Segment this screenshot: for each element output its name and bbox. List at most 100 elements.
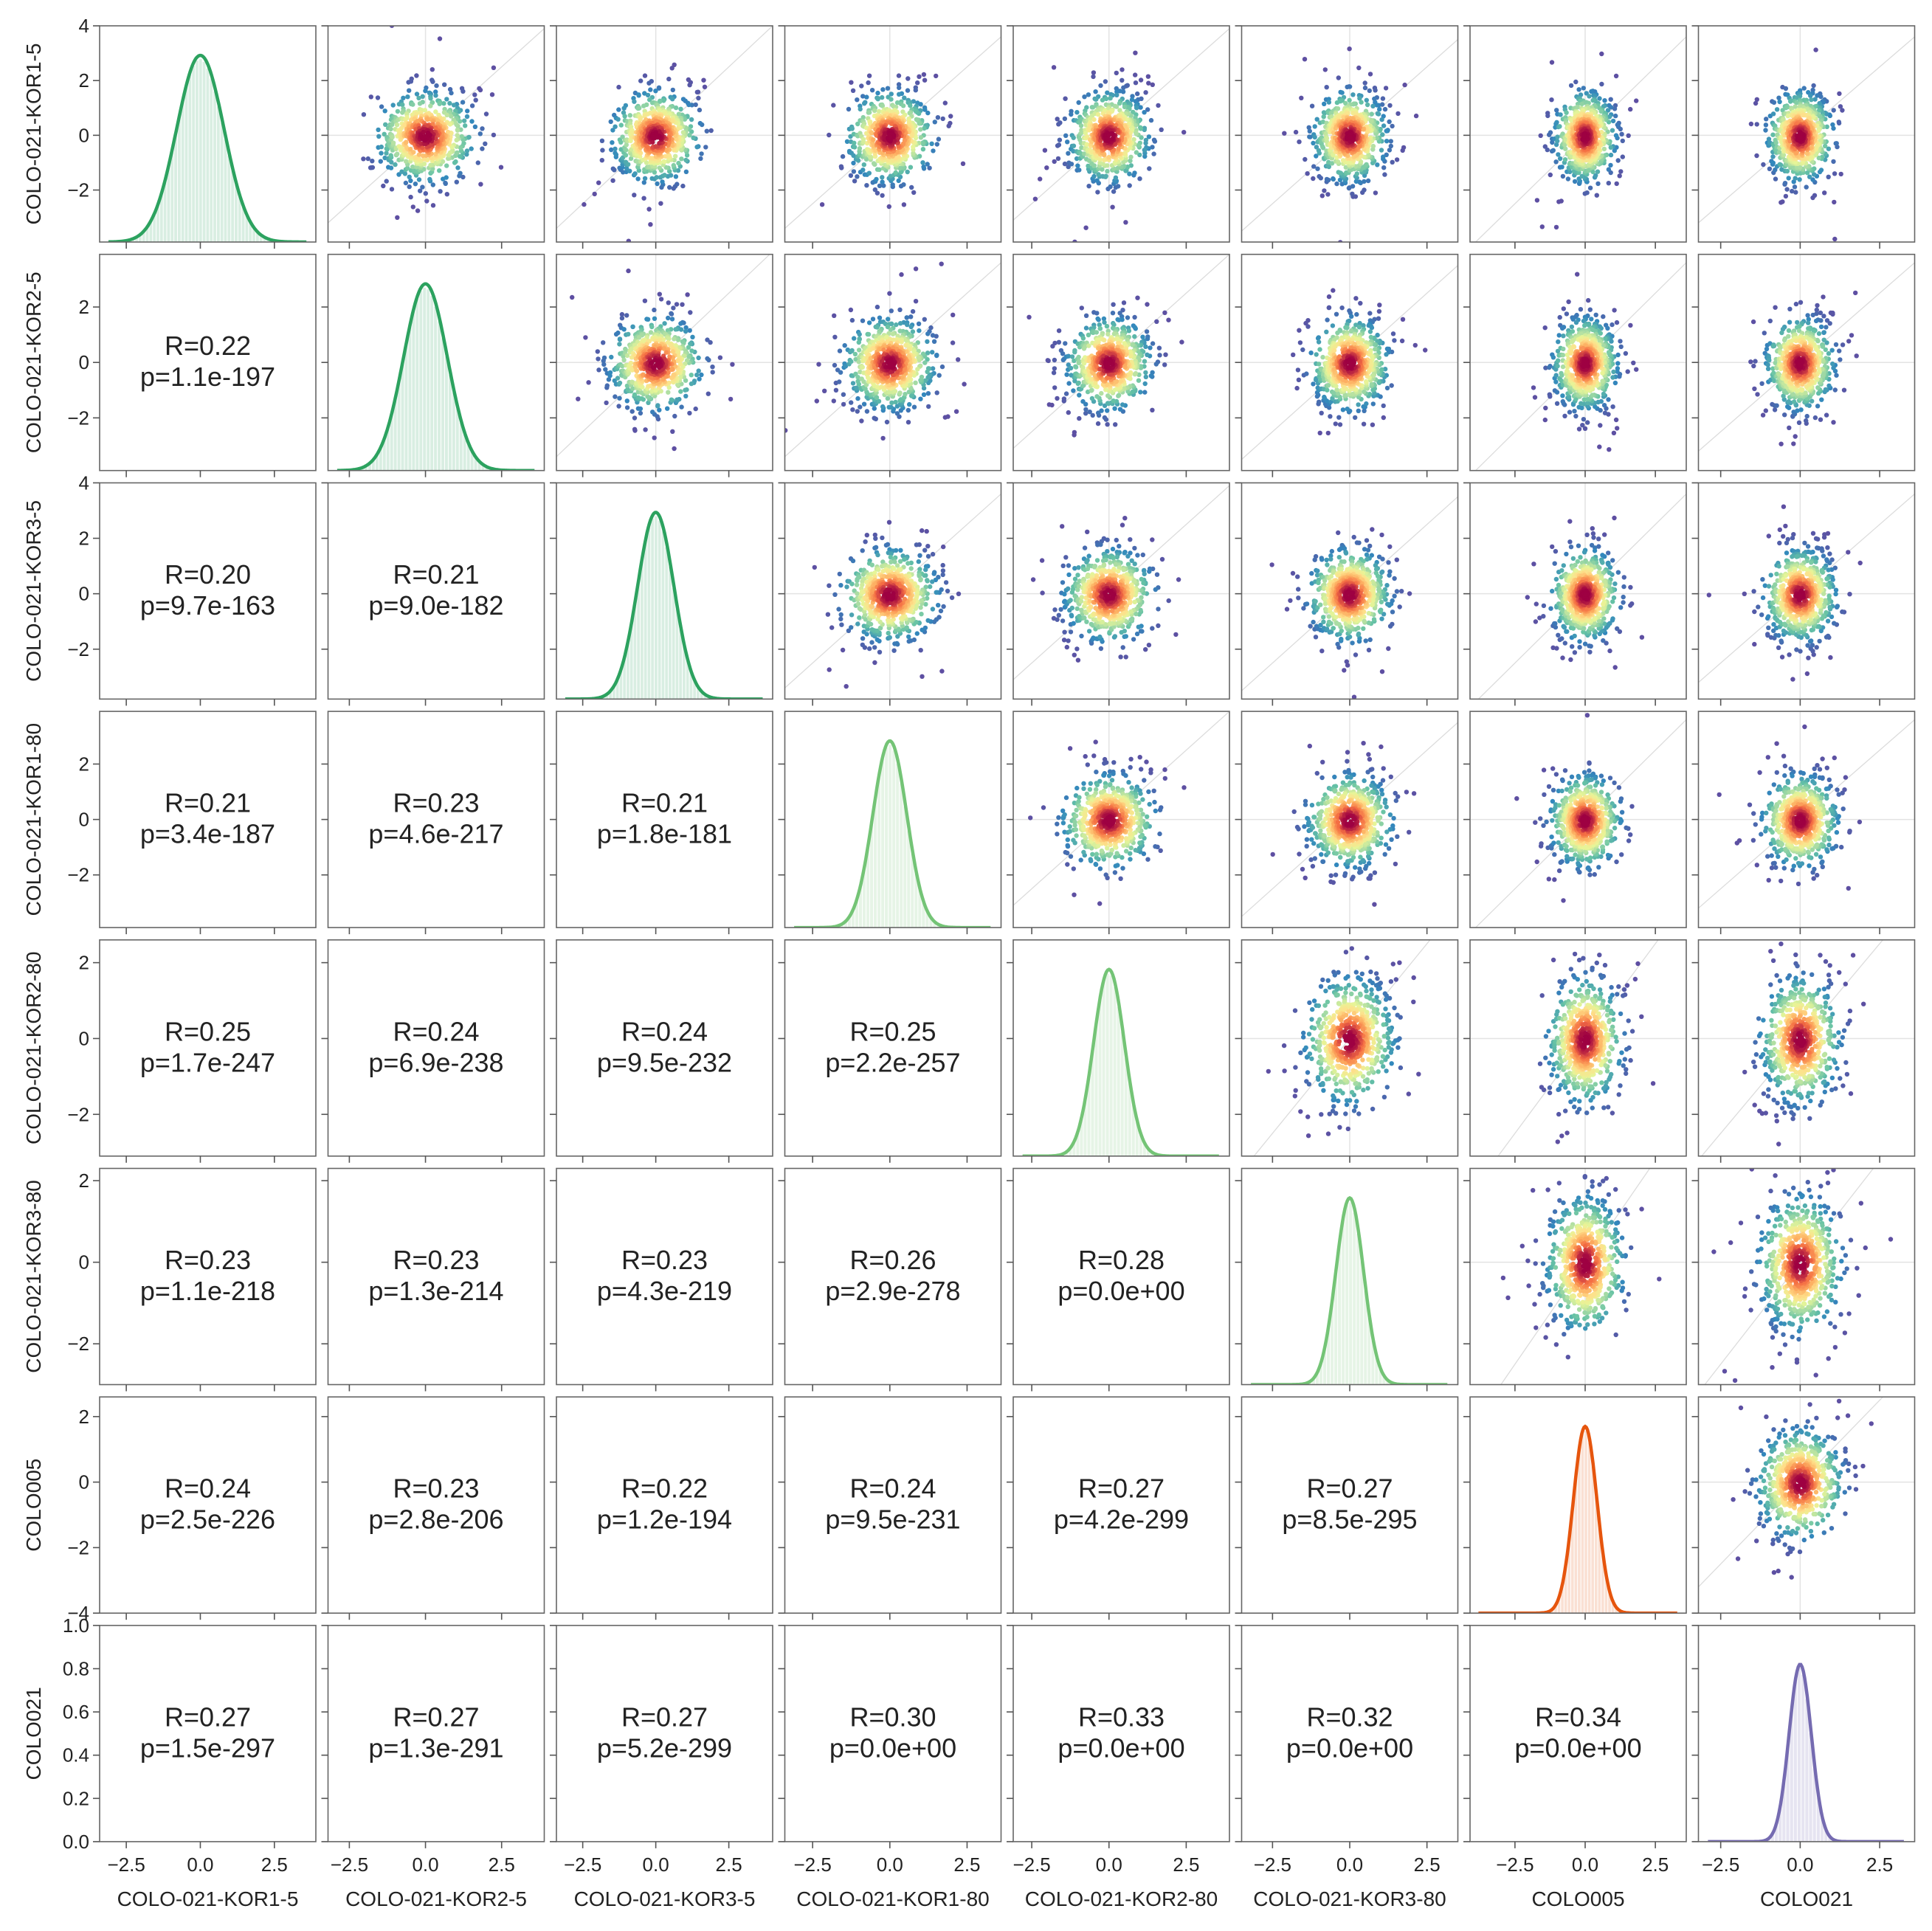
scatter-point xyxy=(615,117,621,122)
scatter-point xyxy=(601,340,606,345)
scatter-point xyxy=(1770,160,1776,165)
scatter-point xyxy=(458,145,463,151)
scatter-point xyxy=(1557,124,1562,129)
scatter-point xyxy=(922,77,928,83)
scatter-point xyxy=(657,291,662,297)
scatter-point xyxy=(1823,143,1828,149)
scatter-point xyxy=(666,300,671,305)
scatter-point xyxy=(1608,162,1613,168)
scatter-point xyxy=(1128,163,1134,168)
diag-panel xyxy=(108,53,307,242)
scatter-point xyxy=(1135,91,1140,97)
histogram-bar xyxy=(477,462,481,471)
histogram-bar xyxy=(444,356,448,471)
scatter-point xyxy=(871,161,877,166)
scatter-point xyxy=(1606,181,1611,186)
scatter-point xyxy=(1322,188,1327,193)
scatter-point xyxy=(418,188,423,193)
scatter-point xyxy=(489,92,495,97)
histogram-bar xyxy=(167,165,170,242)
scatter-point xyxy=(851,153,856,158)
scatter-point xyxy=(922,125,927,131)
scatter-point xyxy=(663,153,668,159)
histogram-bar xyxy=(145,227,149,242)
scatter-point xyxy=(1804,151,1809,156)
scatter-point xyxy=(455,133,460,138)
scatter-point xyxy=(444,97,449,102)
scatter-point xyxy=(1613,113,1618,119)
scatter-point xyxy=(630,386,635,391)
scatter-point xyxy=(410,164,415,170)
scatter-point xyxy=(893,170,898,176)
scatter-point xyxy=(871,137,876,142)
scatter-point xyxy=(905,88,911,93)
histogram-bar xyxy=(423,287,427,471)
scatter-point xyxy=(452,160,458,165)
scatter-point xyxy=(1083,130,1089,136)
scatter-point xyxy=(626,268,631,274)
scatter-point xyxy=(619,316,625,321)
scatter-point xyxy=(1801,112,1806,118)
scatter-point xyxy=(1615,158,1621,163)
scatter-point xyxy=(407,184,412,190)
scatter-point xyxy=(1307,128,1313,134)
histogram-bar xyxy=(231,170,235,242)
scatter-point xyxy=(1074,110,1080,115)
scatter-point xyxy=(1370,103,1376,108)
scatter-point xyxy=(1063,96,1068,101)
scatter-point xyxy=(1779,162,1784,167)
scatter-point xyxy=(702,84,708,90)
histogram-bar xyxy=(149,221,153,242)
scatter-point xyxy=(1826,174,1831,179)
histogram-bar xyxy=(135,237,138,242)
scatter-point xyxy=(596,180,601,185)
scatter-point xyxy=(1831,108,1836,113)
scatter-point xyxy=(632,171,638,176)
scatter-point xyxy=(683,157,689,163)
scatter-point xyxy=(641,103,646,108)
scatter-point xyxy=(1116,146,1121,151)
scatter-point xyxy=(678,389,683,394)
histogram-bar xyxy=(181,101,184,242)
scatter-point xyxy=(655,181,660,187)
scatter-point xyxy=(948,114,953,119)
scatter-point xyxy=(1381,165,1387,170)
scatter-point xyxy=(848,134,853,139)
scatter-point xyxy=(629,130,635,136)
scatter-point xyxy=(1357,96,1362,101)
scatter-point xyxy=(1150,145,1155,150)
scatter-point xyxy=(889,91,894,97)
scatter-point xyxy=(1770,154,1776,159)
scatter-point xyxy=(1306,125,1311,130)
scatter-point xyxy=(1818,167,1824,173)
scatter-point xyxy=(1335,159,1341,165)
scatter-point xyxy=(838,164,844,169)
scatter-point xyxy=(1798,165,1803,170)
scatter-point xyxy=(1103,79,1108,84)
scatter-point xyxy=(624,405,630,410)
scatter-point xyxy=(599,138,605,143)
panel-r1-c0: R=0.22p=1.1e-197−202 xyxy=(67,253,317,477)
scatter-point xyxy=(477,87,483,93)
scatter-point xyxy=(444,112,449,118)
scatter-point xyxy=(911,144,916,150)
scatter-point xyxy=(639,396,644,401)
scatter-point xyxy=(1316,148,1322,153)
scatter-point xyxy=(1565,176,1571,182)
scatter-point xyxy=(1822,190,1827,196)
scatter-point xyxy=(1807,174,1812,179)
scatter-point xyxy=(1095,111,1101,117)
scatter-point xyxy=(1542,144,1548,149)
scatter-point xyxy=(618,139,624,145)
scatter-point xyxy=(1797,177,1802,182)
scatter-point xyxy=(708,128,714,134)
scatter-point xyxy=(1350,191,1355,196)
scatter-point xyxy=(819,202,825,207)
scatter-point xyxy=(437,168,442,173)
scatter-point xyxy=(618,122,624,128)
scatter-point xyxy=(1293,129,1299,135)
scatter-point xyxy=(1324,136,1330,141)
scatter-point xyxy=(1382,172,1387,177)
histogram-bar xyxy=(170,150,174,242)
scatter-point xyxy=(626,162,631,167)
